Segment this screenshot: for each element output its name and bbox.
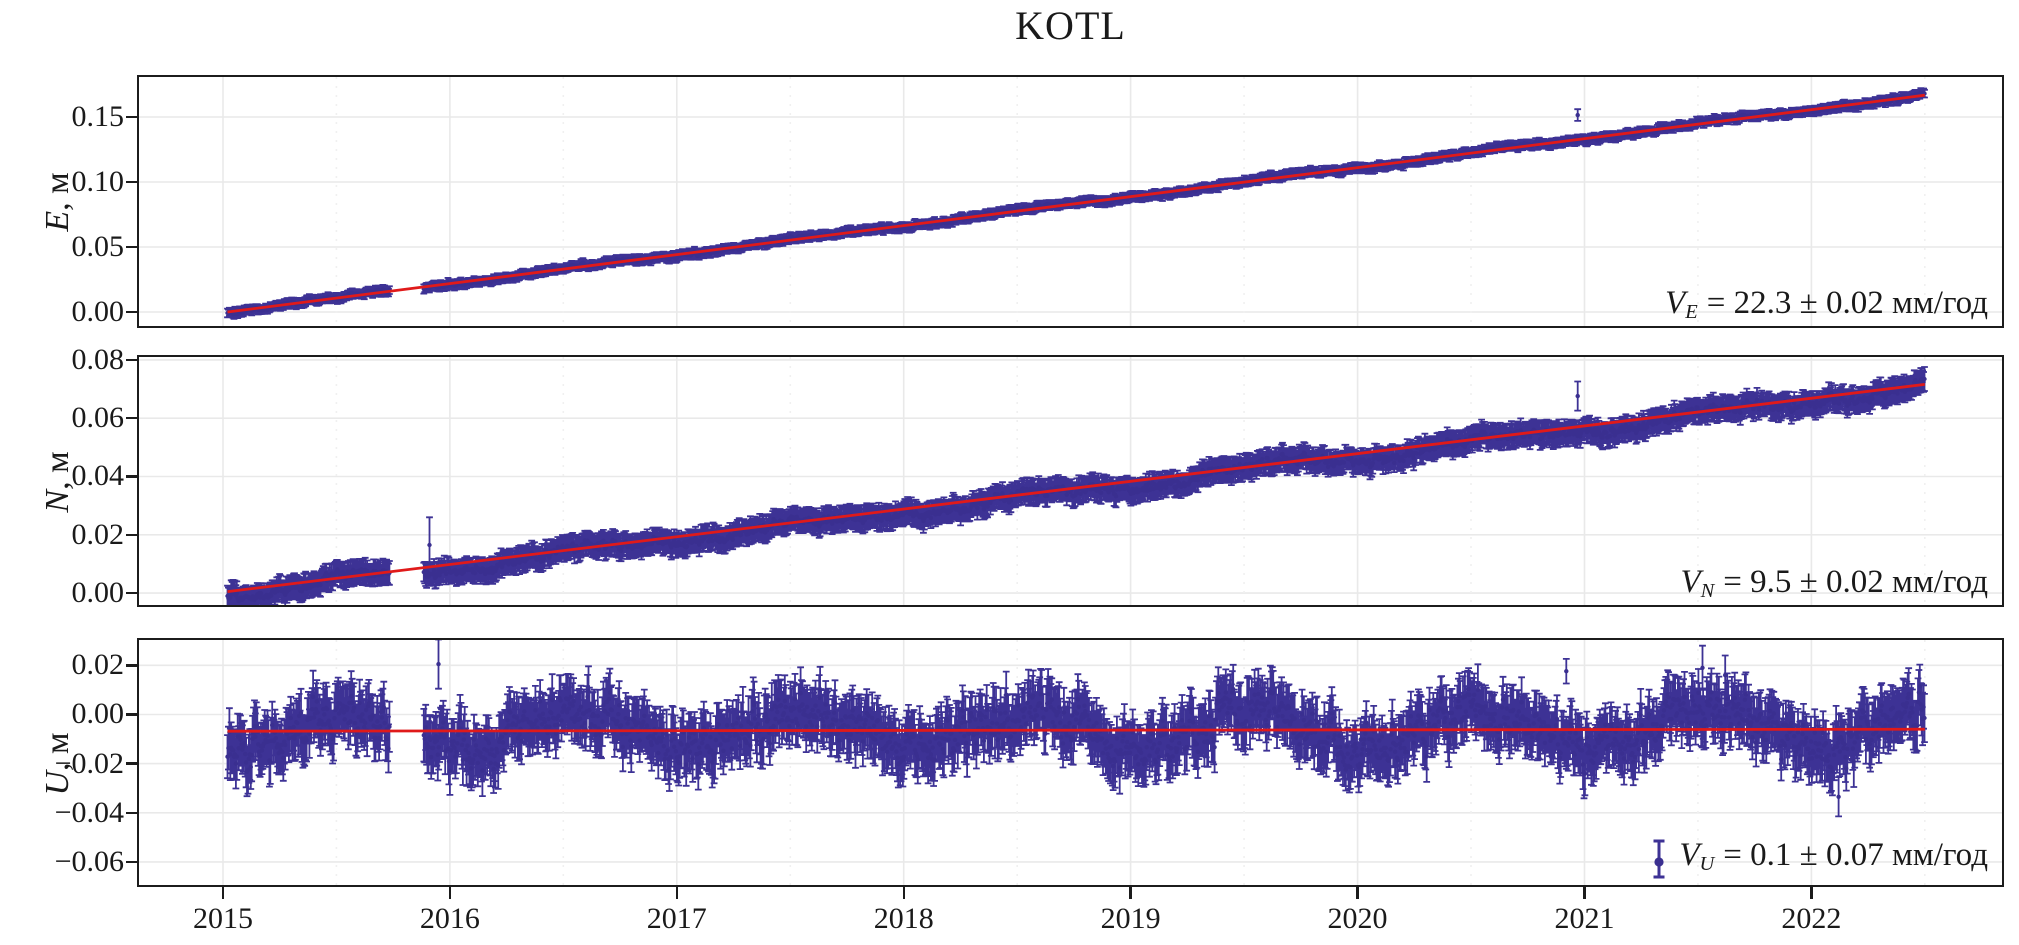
- y-tick-mark-up: [126, 762, 137, 765]
- y-tick-mark-north: [126, 358, 137, 362]
- velocity-var-north: V: [1680, 564, 1701, 600]
- y-tick-mark-north: [126, 533, 137, 536]
- x-tick-label: 2019: [1100, 902, 1161, 935]
- velocity-var-east: V: [1665, 285, 1686, 321]
- y-tick-label-east: 0.15: [71, 100, 125, 134]
- velocity-value-up: = 0.1 ± 0.07 мм/год: [1723, 837, 1988, 873]
- y-tick-mark-east: [126, 115, 137, 119]
- x-tick-mark: [675, 887, 678, 899]
- x-tick-label: 2021: [1554, 902, 1615, 935]
- y-tick-label-north: 0.04: [71, 459, 125, 493]
- panel-north: V N = 9.5 ± 0.02 мм/год: [137, 355, 2004, 607]
- y-tick-label-north: 0.08: [71, 342, 125, 376]
- y-tick-label-north: 0.00: [71, 576, 125, 610]
- y-tick-mark-up: [126, 860, 137, 864]
- x-tick-mark: [448, 887, 452, 899]
- y-tick-mark-north: [126, 475, 137, 478]
- plot-area-east: [139, 77, 2002, 326]
- x-tick-label: 2020: [1327, 902, 1388, 935]
- panel-east: V E = 22.3 ± 0.02 мм/год: [137, 75, 2004, 328]
- velocity-value-north: = 9.5 ± 0.02 мм/год: [1723, 564, 1988, 600]
- plot-area-up: [139, 640, 2002, 885]
- y-tick-mark-up: [126, 664, 137, 667]
- y-tick-mark-east: [126, 245, 137, 249]
- x-tick-label: 2016: [419, 902, 480, 935]
- y-tick-label-up: 0.00: [71, 697, 125, 731]
- y-tick-mark-east: [126, 310, 137, 314]
- trend-line-up: [227, 727, 1925, 733]
- velocity-annotation-north: V N = 9.5 ± 0.02 мм/год: [1680, 564, 1988, 603]
- y-tick-mark-up: [126, 811, 137, 814]
- x-tick-mark: [1583, 887, 1586, 899]
- y-tick-label-east: 0.10: [71, 165, 125, 198]
- x-tick-label: 2017: [646, 902, 707, 935]
- y-tick-label-up: −0.02: [54, 746, 124, 780]
- y-axis-letter-east: E: [39, 210, 76, 232]
- chart-title: KOTL: [1015, 3, 1126, 48]
- x-tick-mark: [221, 887, 225, 899]
- y-tick-label-north: 0.02: [71, 517, 125, 551]
- y-tick-label-up: −0.06: [54, 844, 124, 878]
- velocity-value-east: = 22.3 ± 0.02 мм/год: [1706, 285, 1988, 321]
- x-tick-mark: [1129, 887, 1132, 899]
- y-tick-label-east: 0.00: [71, 294, 125, 328]
- y-tick-mark-north: [126, 416, 137, 420]
- x-tick-mark: [902, 887, 905, 899]
- y-tick-mark-east: [126, 180, 137, 184]
- y-tick-label-up: 0.02: [71, 648, 125, 682]
- x-tick-label: 2018: [873, 902, 934, 935]
- velocity-var-up: V: [1679, 837, 1700, 873]
- y-tick-label-north: 0.06: [71, 401, 125, 435]
- x-tick-label: 2015: [192, 902, 253, 935]
- x-tick-label: 2022: [1781, 902, 1842, 935]
- velocity-annotation-east: V E = 22.3 ± 0.02 мм/год: [1665, 285, 1988, 324]
- trend-line-north: [227, 383, 1925, 593]
- plot-area-north: [139, 357, 2002, 605]
- x-tick-mark: [1356, 887, 1359, 899]
- y-tick-mark-north: [126, 591, 137, 595]
- velocity-annotation-up: V U = 0.1 ± 0.07 мм/год: [1651, 837, 1988, 881]
- y-tick-mark-up: [126, 713, 137, 716]
- errorbar-sample-marker-icon: [1653, 839, 1665, 879]
- x-tick-mark: [1810, 887, 1813, 899]
- y-tick-label-up: −0.04: [54, 795, 124, 829]
- panel-up: V U = 0.1 ± 0.07 мм/год: [137, 638, 2004, 887]
- y-tick-label-east: 0.05: [71, 229, 125, 263]
- trend-line-east: [227, 93, 1925, 314]
